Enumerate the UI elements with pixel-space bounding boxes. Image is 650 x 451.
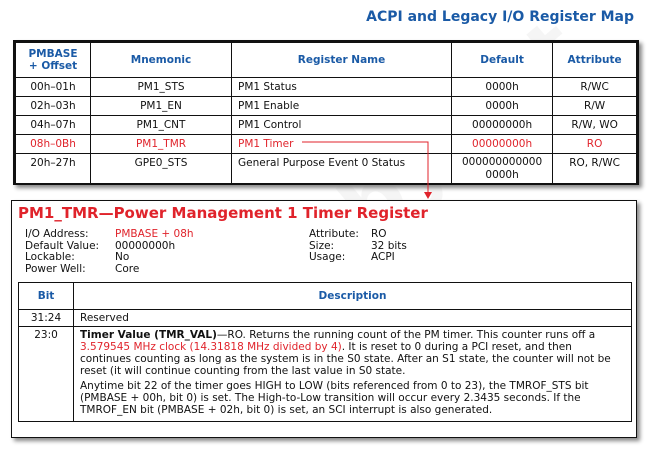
info-row: I/O Address: PMBASE + 08h	[25, 228, 194, 240]
cell-bit: 31:24	[18, 309, 74, 327]
col-description: Description	[73, 282, 632, 310]
register-map-table: PMBASE + Offset Mnemonic Register Name De…	[13, 40, 639, 185]
info-row: Lockable: No	[25, 251, 130, 263]
col-default: Default	[450, 42, 554, 78]
table-header: PMBASE + Offset Mnemonic Register Name De…	[15, 42, 637, 78]
info-row: Default Value: 00000000h	[25, 239, 176, 252]
cell-default: 000000000000 0000h	[450, 153, 554, 185]
col-mnemonic: Mnemonic	[90, 42, 232, 78]
info-row: Usage: ACPI	[309, 251, 395, 263]
info-right: Attribute: RO Size: 32 bits Usage: ACPI	[309, 228, 407, 264]
cell-attribute: R/W, WO	[552, 115, 637, 135]
info-row: Attribute: RO	[309, 228, 387, 240]
info-row: Power Well: Core	[25, 262, 140, 275]
cell-attribute: R/W	[552, 96, 637, 116]
register-heading: PM1_TMR—Power Management 1 Timer Registe…	[18, 204, 428, 222]
bit-description-table: Bit Description 31:24 Reserved 23:0 Timer …	[18, 282, 632, 422]
cell-attribute: RO	[552, 134, 637, 154]
table-row: 23:0 Timer Value (TMR_VAL)—RO. Returns t…	[18, 326, 632, 422]
col-bit: Bit	[18, 282, 74, 310]
table-row: 31:24 Reserved	[18, 309, 632, 327]
page-title: ACPI and Legacy I/O Register Map	[366, 9, 634, 25]
cell-offset: 04h–07h	[15, 115, 91, 135]
register-detail-panel: PM1_TMR—Power Management 1 Timer Registe…	[11, 200, 637, 438]
cell-bit: 23:0	[18, 326, 74, 422]
cell-default: 0000h	[450, 96, 554, 116]
table-row: 20h–27h GPE0_STS General Purpose Event 0 S…	[15, 153, 637, 185]
table-row-highlighted: 08h–0Bh PM1_TMR PM1 Timer 00000000h RO	[15, 134, 637, 154]
cell-mnemonic: GPE0_STS	[90, 153, 232, 185]
cell-description: Reserved	[73, 309, 632, 327]
cell-offset: 00h–01h	[15, 77, 91, 97]
table-row: 02h–03h PM1_EN PM1 Enable 0000h R/W	[15, 96, 637, 116]
table-row: 00h–01h PM1_STS PM1 Status 0000h R/WC	[15, 77, 637, 97]
col-offset: PMBASE + Offset	[15, 42, 91, 78]
col-name: Register Name	[231, 42, 452, 78]
table-row: 04h–07h PM1_CNT PM1 Control 00000000h R/W, W…	[15, 115, 637, 135]
info-left: I/O Address: PMBASE + 08h Default Value: 0…	[25, 228, 194, 275]
cell-description: Timer Value (TMR_VAL)—RO. Returns the ru…	[73, 326, 632, 422]
info-row: Size: 32 bits	[309, 239, 407, 252]
cell-attribute: RO, R/WC	[552, 153, 637, 185]
cell-name: PM1 Timer	[231, 134, 452, 154]
cell-attribute: R/WC	[552, 77, 637, 97]
table-header: Bit Description	[18, 282, 632, 310]
